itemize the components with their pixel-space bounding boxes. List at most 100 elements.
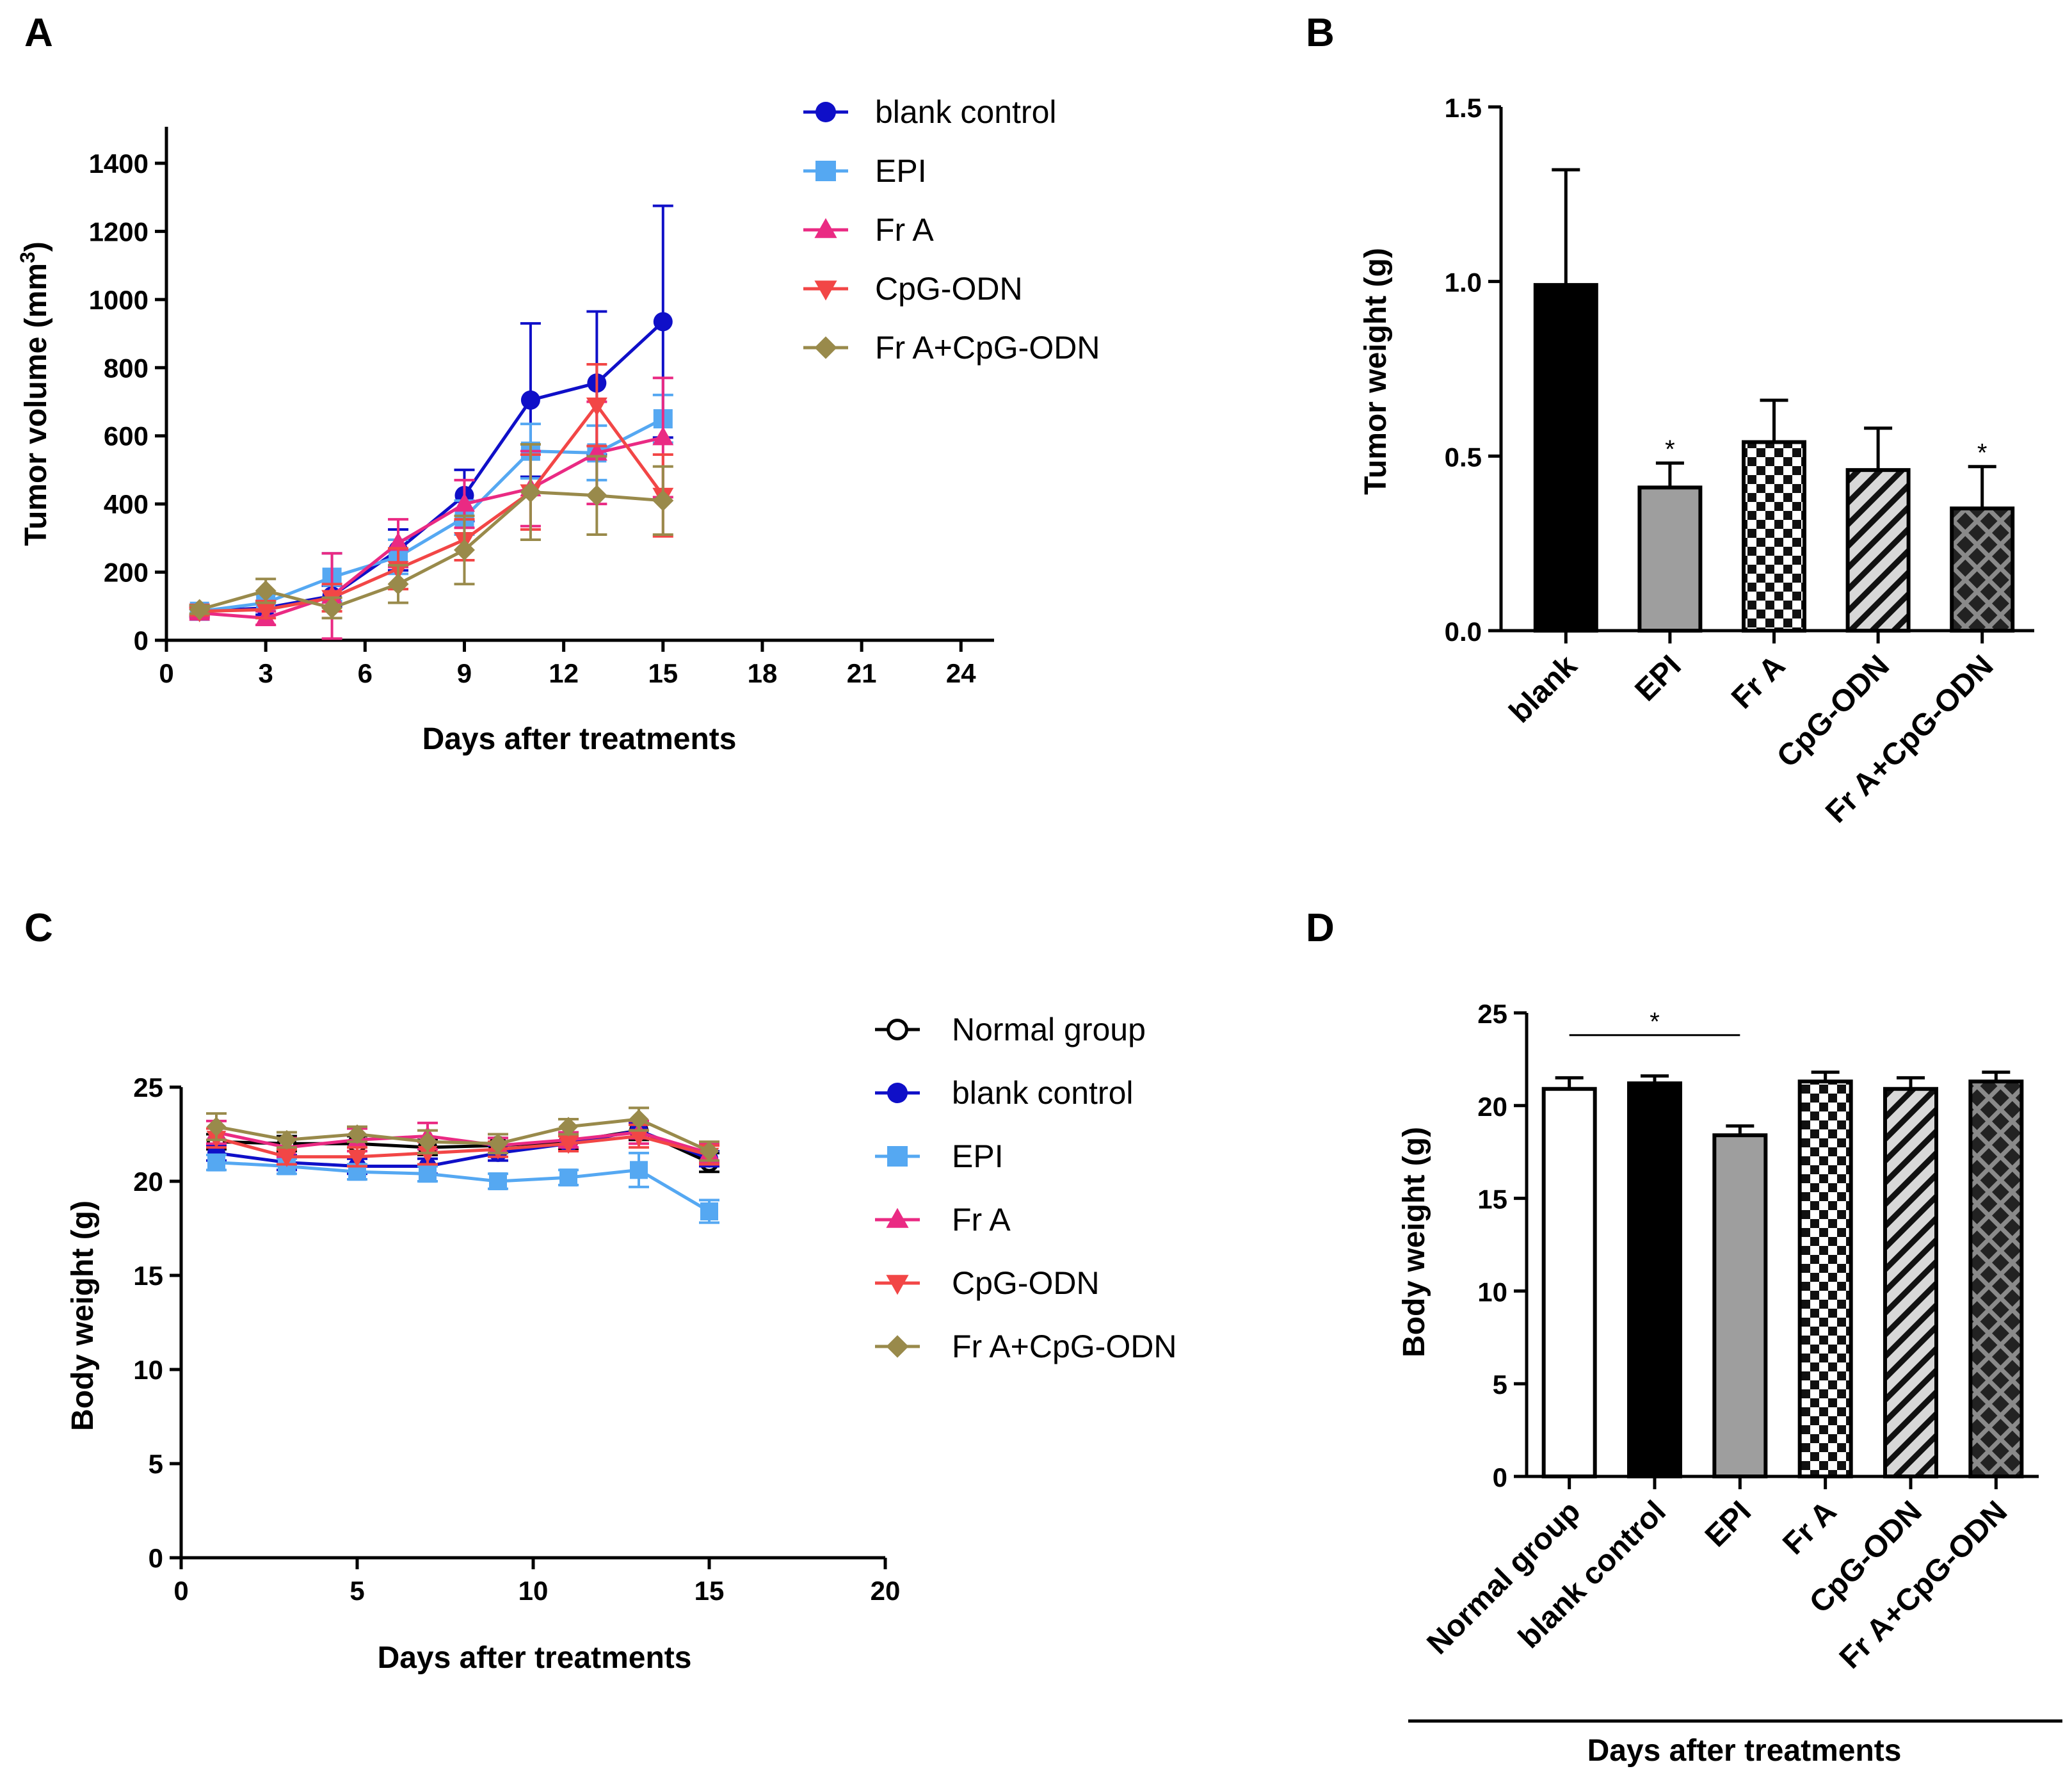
data-point [700,1202,718,1221]
panel-a-legend: blank control EPI Fr A CpG-ODN Fr A+CpG-ODN [803,94,1100,366]
panel-c-letter: C [24,906,53,950]
bar-fr-a [1742,440,1806,633]
x-category-label: blank control [1512,1494,1673,1655]
data-point [558,1136,579,1154]
panel-b-letter: B [1306,11,1335,55]
panel-b-y-title: Tumor weight (g) [1359,248,1393,495]
legend-label: Fr A+CpG-ODN [875,330,1100,366]
legend-item-epi: EPI [875,1138,1004,1174]
panel-d-bars: * [1541,1008,2024,1478]
panel-a-y-title-sup: 3 [16,252,39,263]
data-point [189,599,211,620]
panel-c-y-title: Body weight (g) [66,1200,100,1431]
data-point [453,492,475,512]
legend-marker [815,102,836,122]
bar-epi [1637,485,1703,633]
bar-cpg-odn [1883,1087,1938,1478]
data-point [558,1117,579,1137]
legend-label: Fr A [875,212,934,248]
x-tick-label: 0 [173,1576,188,1606]
panel-a-axes: 0 3 6 9 12 15 18 21 24 0 200 400 600 800 1000 1200 1400 [89,127,994,688]
legend-label: blank control [875,94,1057,130]
data-point [206,1117,227,1137]
legend-label: Fr A+CpG-ODN [952,1329,1177,1364]
data-point [630,1161,648,1179]
data-point [629,1129,649,1147]
y-tick-label: 800 [104,353,149,383]
data-point [417,1145,438,1163]
legend-marker [887,1083,908,1103]
panel-a-series [189,204,674,640]
x-tick-label: 0 [159,658,173,688]
legend-label: CpG-ODN [952,1265,1100,1301]
bar-fr-a-cpg-odn [1968,1079,2024,1478]
panel-b-bars: * * [1533,168,2015,633]
x-tick-label: 15 [648,658,678,688]
data-point [699,1141,719,1161]
x-tick-label: 3 [258,658,273,688]
legend-marker [814,280,837,301]
legend-item-fr-a: Fr A [803,212,934,248]
data-point [520,390,540,410]
data-point [387,573,409,595]
x-tick-label: 20 [871,1576,901,1606]
data-point [417,1131,438,1152]
series-fr-a-cpg-odn [189,443,674,620]
legend-item-fr-a: Fr A [875,1202,1011,1238]
data-point [652,426,674,446]
legend-marker [886,1335,909,1358]
x-category-label: EPI [1628,649,1687,707]
legend-item-fr-a-cpg-odn: Fr A+CpG-ODN [875,1329,1177,1364]
legend-label: CpG-ODN [875,271,1023,307]
data-point [387,532,409,551]
bar-blank [1533,283,1598,633]
data-point [488,1133,508,1154]
legend-marker [815,161,836,181]
data-point [629,1109,649,1129]
legend-label: blank control [952,1075,1134,1111]
panel-a-x-title: Days after treatments [422,722,737,756]
series-line-cpg-odn [216,1134,710,1159]
data-point [559,1168,577,1187]
bar-blank-control [1627,1081,1682,1478]
panel-c-axes: 0 5 10 15 20 0 5 10 15 20 25 [133,1072,900,1606]
y-tick-label: 200 [104,558,149,588]
series-line-fr-a-cpg-odn [199,490,663,611]
data-point [419,1165,437,1183]
y-tick-label: 5 [1493,1370,1507,1400]
legend-item-fr-a-cpg-odn: Fr A+CpG-ODN [803,330,1100,366]
y-tick-label: 15 [1477,1184,1507,1215]
x-tick-label: 24 [946,658,976,688]
y-tick-label: 600 [104,421,149,451]
y-tick-label: 1.5 [1445,93,1482,123]
panel-c-legend: Normal group blank control EPI Fr A CpG-ODN F… [875,1012,1177,1364]
legend-label: Fr A [952,1202,1011,1238]
y-tick-label: 400 [104,489,149,519]
y-tick-label: 1.0 [1445,268,1482,298]
x-tick-label: 6 [358,658,373,688]
bar-epi [1712,1133,1768,1478]
y-tick-label: 0 [1493,1462,1507,1492]
x-tick-label: 18 [748,658,778,688]
panel-a-y-title-main: Tumor volume (mm [19,263,53,546]
legend-marker [887,1146,908,1167]
y-tick-label: 0.5 [1445,442,1482,472]
legend-label: Normal group [952,1012,1146,1047]
bar-fr-a [1797,1079,1853,1478]
panel-d-x-title: Days after treatments [1587,1734,1902,1768]
data-point [277,1149,297,1167]
data-point [347,1124,367,1144]
data-point [586,397,607,417]
x-tick-label: 10 [518,1576,549,1606]
legend-label: EPI [952,1138,1004,1174]
series-line-epi [216,1161,711,1213]
series-line-epi [199,417,664,613]
series-fr-a-cpg-odn [206,1106,719,1162]
data-point [321,597,343,618]
y-tick-label: 0 [149,1543,163,1573]
panel-c-x-title: Days after treatments [378,1641,692,1675]
legend-marker [886,1275,909,1295]
legend-marker [887,1019,908,1040]
